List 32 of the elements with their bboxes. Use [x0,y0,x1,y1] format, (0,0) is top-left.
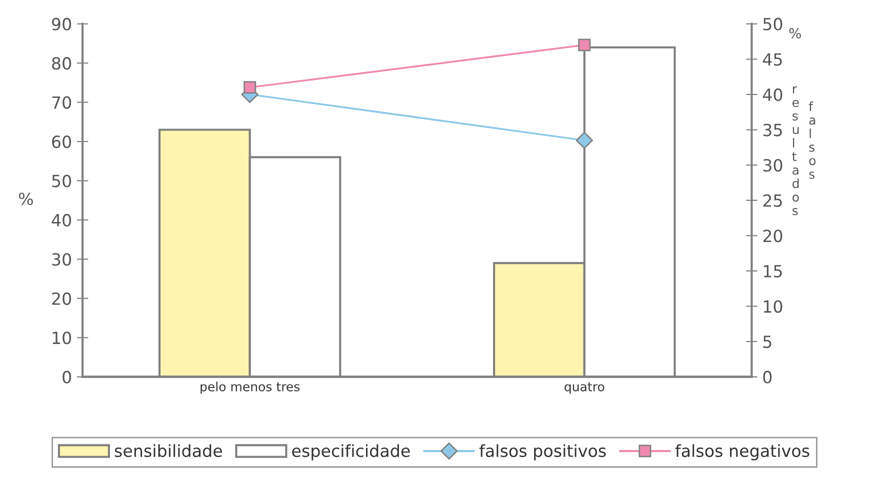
y2-tick-label: 50 [763,18,782,30]
y-tick-label: 0 [62,370,72,384]
x-tick-label: pelo menos tres [200,382,300,394]
y-tick-label: 40 [52,214,72,227]
y-tick-label: 10 [52,332,72,344]
legend-label: especificidade [292,444,410,460]
y-tick-label: 30 [52,253,72,266]
y2-tick-label: 10 [764,300,782,313]
legend-label: falsos positivos [479,444,606,460]
y2-tick-label: 45 [762,53,782,66]
text: % resultados falsos [789,28,816,216]
y-tick-label: 60 [52,135,72,148]
point [576,132,593,149]
x-tick-label: quatro [564,382,604,394]
legend-label: sensibilidade [114,444,222,458]
y-tick-label: 20 [52,292,72,305]
legend-label: falsos negativos [675,444,810,460]
y2-tick-label: 40 [762,88,782,102]
y2-tick-label: 15 [764,265,782,278]
y-tick-label: 70 [52,96,72,109]
y2-tick-label: 25 [763,194,782,207]
y-axis-title: % [18,192,33,206]
point [578,38,591,52]
y2-tick-label: 35 [763,124,782,136]
point [244,81,256,94]
y2-tick-label: 5 [763,336,772,348]
y2-tick-label: 0 [763,370,772,384]
y-tick-label: 50 [52,174,72,188]
y2-tick-label: 20 [763,230,782,242]
y-tick-label: 80 [52,57,72,70]
y2-tick-label: 30 [763,159,782,172]
y-tick-label: 90 [52,18,72,30]
